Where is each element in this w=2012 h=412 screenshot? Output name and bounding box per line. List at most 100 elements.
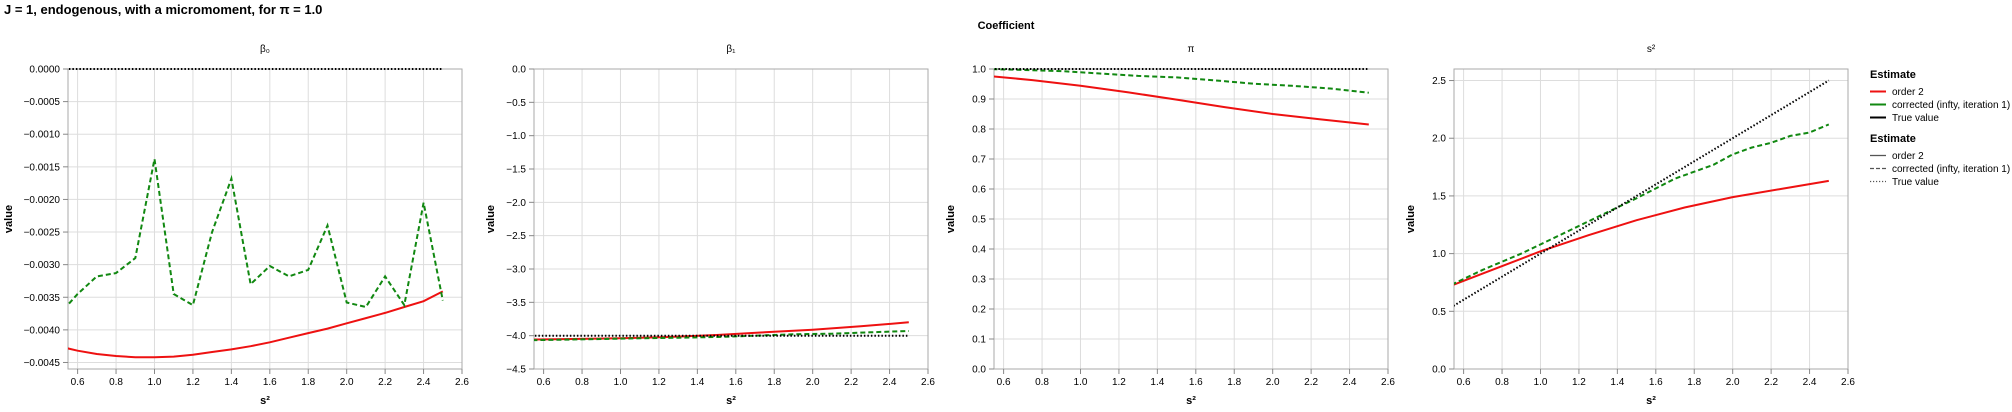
y-tick-label: −2.0 xyxy=(506,198,526,209)
y-tick-label: −0.5 xyxy=(506,98,526,109)
x-tick-label: 0.6 xyxy=(537,377,551,388)
x-tick-label: 2.6 xyxy=(1381,377,1395,388)
x-tick-label: 1.8 xyxy=(767,377,781,388)
legend-title: Estimate xyxy=(1870,69,1916,81)
panel-title: s² xyxy=(1647,44,1656,55)
y-axis-title: value xyxy=(3,205,15,233)
series-line-1 xyxy=(68,290,444,359)
x-tick-label: 1.4 xyxy=(1610,377,1624,388)
x-tick-label: 1.6 xyxy=(1189,377,1203,388)
y-tick-label: −0.0010 xyxy=(24,130,61,141)
series-line-2 xyxy=(994,68,1369,94)
x-tick-label: 2.0 xyxy=(806,377,820,388)
y-tick-label: 0.2 xyxy=(972,305,986,316)
x-tick-label: 0.6 xyxy=(1457,377,1471,388)
x-tick-label: 2.2 xyxy=(1764,377,1778,388)
x-tick-label: 0.6 xyxy=(997,377,1011,388)
series-line-3 xyxy=(1454,79,1830,307)
x-tick-label: 0.6 xyxy=(71,377,85,388)
x-tick-label: 2.6 xyxy=(921,377,935,388)
panel-title: π xyxy=(1188,44,1195,55)
x-tick-label: 1.2 xyxy=(186,377,200,388)
series-line-1 xyxy=(994,75,1369,126)
y-tick-label: −1.0 xyxy=(506,131,526,142)
legend-label: order 2 xyxy=(1892,151,1924,162)
x-tick-label: 0.8 xyxy=(575,377,589,388)
y-tick-label: 0.8 xyxy=(972,125,986,136)
x-tick-label: 1.6 xyxy=(1649,377,1663,388)
y-tick-label: −3.0 xyxy=(506,265,526,276)
y-tick-label: 0.3 xyxy=(972,275,986,286)
y-tick-label: −0.0015 xyxy=(24,162,61,173)
x-tick-label: 2.6 xyxy=(1841,377,1855,388)
x-tick-label: 1.4 xyxy=(1150,377,1164,388)
y-tick-label: 0.0 xyxy=(1432,365,1446,376)
chart-panel-4: 0.6 0.8 1.0 1.2 1.4 1.6 1.8 2.0 2.2 2.4 2.6 0.0 0.5 1… xyxy=(1405,44,1855,407)
x-tick-label: 1.2 xyxy=(1112,377,1126,388)
plot-frame xyxy=(533,68,929,370)
x-tick-label: 1.0 xyxy=(614,377,628,388)
x-tick-label: 2.4 xyxy=(1343,377,1357,388)
x-tick-label: 2.4 xyxy=(1803,377,1817,388)
y-tick-label: 2.5 xyxy=(1432,76,1446,87)
y-axis-title: value xyxy=(485,205,497,233)
x-tick-label: 1.0 xyxy=(1534,377,1548,388)
x-tick-label: 1.4 xyxy=(690,377,704,388)
x-tick-label: 0.8 xyxy=(109,377,123,388)
legend-label: corrected (infty, iteration 1) xyxy=(1892,100,2010,111)
plot-frame xyxy=(67,68,463,370)
y-tick-label: 0.5 xyxy=(972,215,986,226)
x-tick-label: 0.8 xyxy=(1495,377,1509,388)
chart-panel-3: 0.6 0.8 1.0 1.2 1.4 1.6 1.8 2.0 2.2 2.4 2.6 0.0 0.1 0… xyxy=(945,44,1395,407)
series-line-2 xyxy=(534,330,909,342)
legend-label: True value xyxy=(1892,177,1939,188)
y-tick-label: −2.5 xyxy=(506,231,526,242)
x-tick-label: 2.6 xyxy=(455,377,469,388)
legend-label: corrected (infty, iteration 1) xyxy=(1892,164,2010,175)
y-tick-label: 1.0 xyxy=(1432,249,1446,260)
y-tick-label: −4.0 xyxy=(506,331,526,342)
y-tick-label: 0.7 xyxy=(972,155,986,166)
series-line-2 xyxy=(68,158,444,309)
legend-label: True value xyxy=(1892,113,1939,124)
x-tick-label: 1.6 xyxy=(263,377,277,388)
x-tick-label: 2.0 xyxy=(1266,377,1280,388)
x-tick-label: 1.6 xyxy=(729,377,743,388)
y-tick-label: 0.1 xyxy=(972,335,986,346)
y-tick-label: −0.0035 xyxy=(24,293,61,304)
y-tick-label: 0.9 xyxy=(972,95,986,106)
y-tick-label: 0.0 xyxy=(512,65,526,76)
column-header: Coefficient xyxy=(977,20,1035,32)
y-tick-label: −0.0025 xyxy=(24,228,61,239)
y-tick-label: 1.0 xyxy=(972,65,986,76)
x-tick-label: 1.0 xyxy=(1074,377,1088,388)
x-tick-label: 2.4 xyxy=(883,377,897,388)
panel-title: β₁ xyxy=(726,44,736,55)
x-tick-label: 1.4 xyxy=(224,377,238,388)
plot-frame xyxy=(1453,68,1849,370)
series-line-2 xyxy=(1454,123,1830,285)
y-tick-label: −0.0020 xyxy=(24,195,61,206)
panel-title: β₀ xyxy=(260,44,270,55)
x-tick-label: 1.8 xyxy=(1687,377,1701,388)
series-line-1 xyxy=(1454,179,1829,286)
x-tick-label: 2.0 xyxy=(1726,377,1740,388)
x-tick-label: 1.8 xyxy=(1227,377,1241,388)
x-axis-title: s² xyxy=(726,395,736,407)
x-tick-label: 2.2 xyxy=(378,377,392,388)
x-axis-title: s² xyxy=(1186,395,1196,407)
x-tick-label: 0.8 xyxy=(1035,377,1049,388)
x-tick-label: 2.2 xyxy=(1304,377,1318,388)
x-tick-label: 1.2 xyxy=(1572,377,1586,388)
y-axis-title: value xyxy=(1405,205,1417,233)
y-tick-label: 1.5 xyxy=(1432,191,1446,202)
y-tick-label: 0.4 xyxy=(972,245,986,256)
chart-panel-2: 0.6 0.8 1.0 1.2 1.4 1.6 1.8 2.0 2.2 2.4 2.6 −4.5 −4.… xyxy=(485,44,935,407)
x-tick-label: 2.2 xyxy=(844,377,858,388)
x-tick-label: 1.2 xyxy=(652,377,666,388)
chart-panel-1: 0.6 0.8 1.0 1.2 1.4 1.6 1.8 2.0 2.2 2.4 2.6 −0.0045… xyxy=(3,44,469,407)
y-tick-label: −0.0045 xyxy=(24,358,61,369)
x-tick-label: 1.0 xyxy=(148,377,162,388)
legend-label: order 2 xyxy=(1892,87,1924,98)
